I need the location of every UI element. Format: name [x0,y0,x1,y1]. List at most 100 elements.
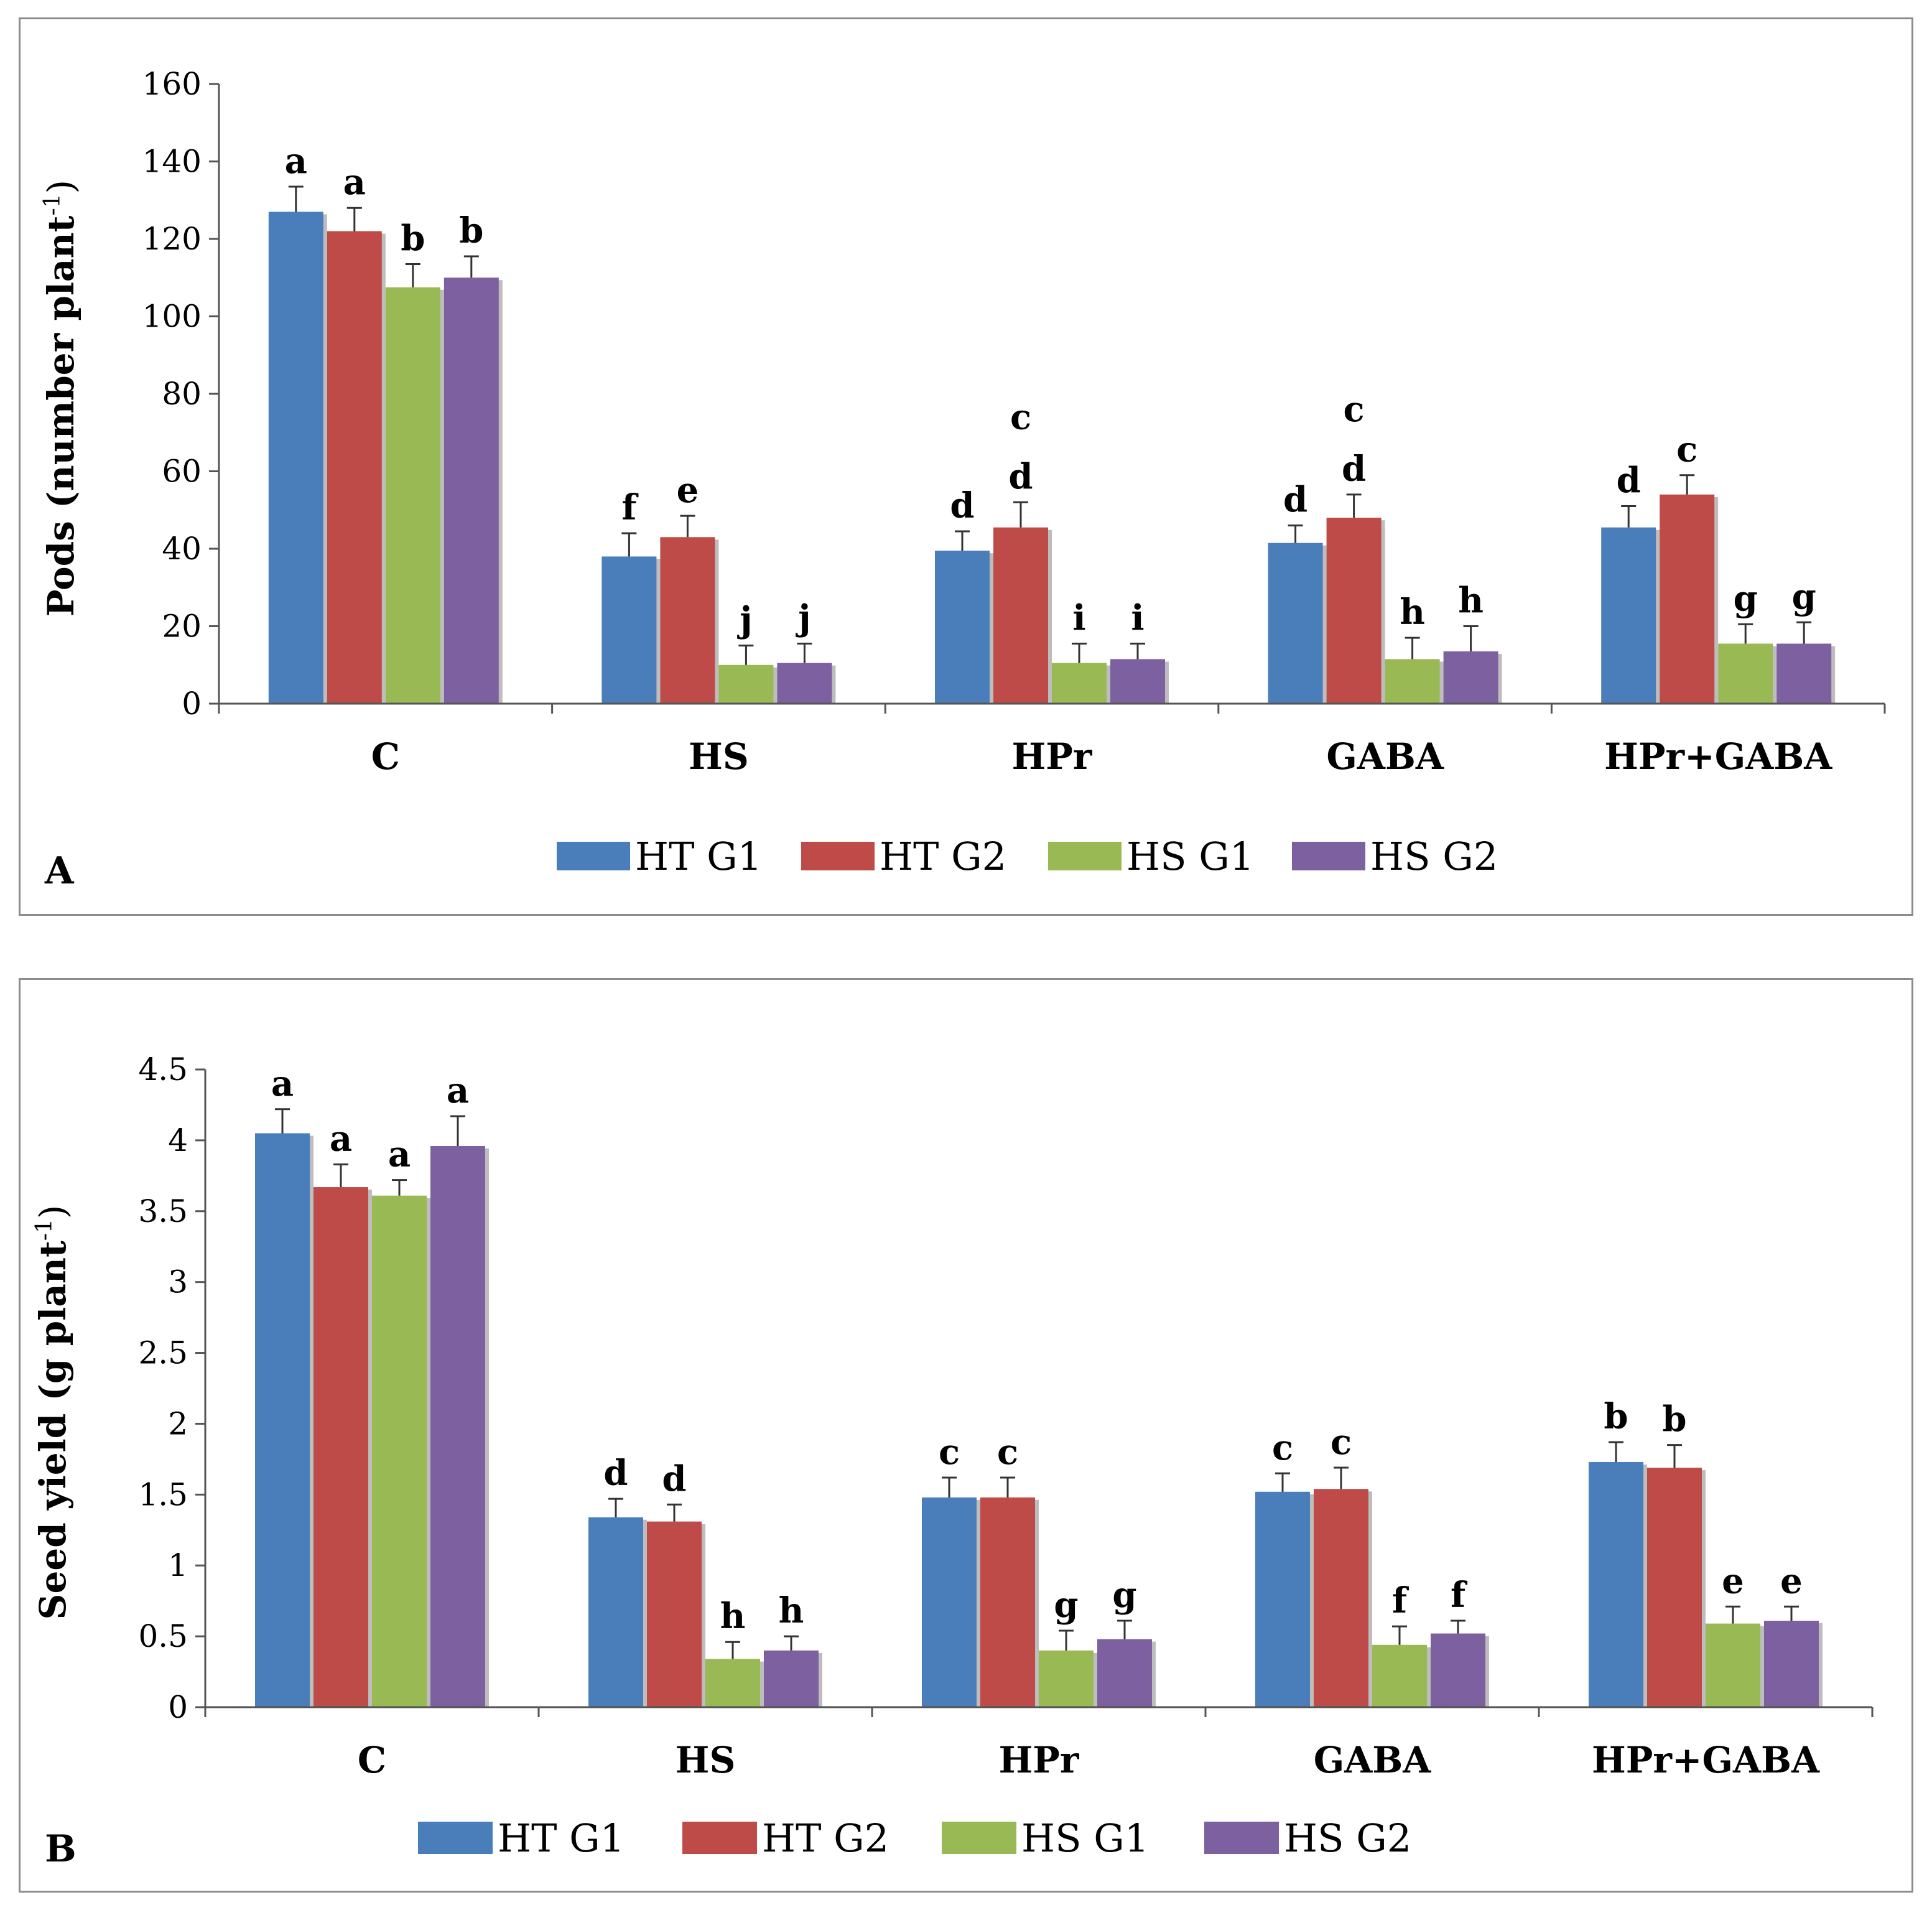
y-tick-label: 2.5 [138,1335,188,1371]
significance-letter: d [1617,460,1641,501]
axes-group: 0 0.5 1 1.5 2 2.5 3 3.5 4 4.5 C HS HPr GABA HPr+GABA [138,1051,1874,1781]
legend-label: HS G2 [1284,1815,1411,1861]
legend-label: HT G2 [880,834,1006,879]
bar [980,1497,1035,1707]
significance-letter: i [1072,598,1085,639]
significance-letter: h [779,1590,804,1631]
bar [1660,494,1715,704]
bar [1268,543,1323,704]
significance-letter: c [1676,429,1697,470]
bar [1097,1639,1152,1707]
significance-letter: j [736,600,752,641]
x-category-label: HPr+GABA [1604,735,1832,778]
bar [1706,1623,1760,1707]
x-category-label: HPr+GABA [1592,1739,1820,1781]
bar [1372,1644,1427,1707]
bar [1589,1461,1643,1707]
bar [1385,659,1440,704]
significance-letter: d [603,1453,628,1494]
bar [444,277,499,704]
bar [1110,659,1165,704]
significance-letter: i [1131,598,1144,639]
significance-letter: b [459,210,483,251]
legend: HT G1 HT G2 HS G1 HS G2 [557,834,1498,879]
axes-group: 0 20 40 60 80 100 120 140 160 C HS HPr GABA HPr+GABA [142,66,1886,778]
bar [705,1659,760,1707]
bar [1255,1491,1310,1707]
significance-letter: j [795,598,810,639]
significance-letter: b [1662,1399,1686,1440]
legend-swatch [942,1822,1016,1854]
y-tick-label: 80 [162,376,202,412]
bar [764,1650,819,1707]
legend-swatch [1204,1822,1279,1854]
x-category-label: HS [676,1739,736,1781]
bar [1431,1633,1485,1707]
x-category-label: HPr [1012,735,1093,778]
significance-letter: f [1392,1580,1410,1621]
significance-letter: a [447,1070,469,1111]
legend: HT G1 HT G2 HS G1 HS G2 [418,1815,1411,1861]
x-category-label: C [371,735,400,778]
y-axis-label: Pods (number plant-1) [40,180,82,617]
significance-letter: h [720,1596,746,1637]
significance-letter: c [1344,389,1365,430]
significance-letter: c [939,1432,960,1473]
significance-letter: g [1734,578,1758,619]
significance-letter: b [401,218,425,259]
y-tick-label: 1 [168,1547,188,1583]
bar [601,556,657,704]
y-axis-label-superscript: -1 [32,1219,57,1241]
bar [1443,651,1498,704]
legend-swatch [801,842,875,870]
bar [993,527,1048,704]
x-category-label: HPr [999,1739,1080,1781]
y-tick-label: 3 [168,1264,188,1300]
significance-letter: a [343,162,366,203]
significance-letter: f [621,487,639,528]
significance-letter: e [1722,1560,1744,1601]
legend-swatch [1292,842,1365,870]
y-tick-label: 120 [142,221,202,257]
legend-label: HS G1 [1126,834,1254,879]
bar [935,551,990,704]
bar [1647,1468,1702,1707]
y-tick-label: 160 [142,66,202,102]
y-axis-label-close: ) [40,180,82,194]
bar [718,664,774,704]
x-category-label: C [358,1739,386,1781]
significance-letter: c [1331,1422,1352,1463]
bar [1718,643,1773,704]
significance-letter: h [1400,592,1425,633]
bar [1601,527,1656,704]
y-axis-label-main: Seed yield (g plant [32,1241,74,1619]
significance-letter: e [1780,1560,1803,1601]
y-axis-label-superscript: -1 [40,193,65,215]
y-axis-label-close: ) [32,1205,74,1219]
bar [385,287,440,704]
legend-swatch [1048,842,1122,870]
legend-swatch [557,842,630,870]
bar [327,231,382,704]
bar [647,1521,702,1707]
legend-label: HS G1 [1021,1815,1149,1861]
significance-letter: d [950,485,974,526]
bar [1052,663,1107,704]
significance-letter: f [1451,1575,1468,1616]
y-axis-label-main: Pods (number plant [40,215,82,617]
significance-letter: c [1272,1427,1293,1468]
x-category-label: GABA [1326,735,1444,778]
significance-letter: d [1283,480,1307,521]
legend-label: HT G1 [498,1815,625,1861]
legend-swatch [682,1822,757,1854]
significance-letter: g [1792,576,1816,617]
y-tick-label: 0.5 [138,1618,188,1654]
bar [1776,643,1832,704]
significance-letter: c [997,1432,1018,1473]
y-tick-label: 140 [142,144,202,180]
significance-letter: d [1008,456,1033,497]
